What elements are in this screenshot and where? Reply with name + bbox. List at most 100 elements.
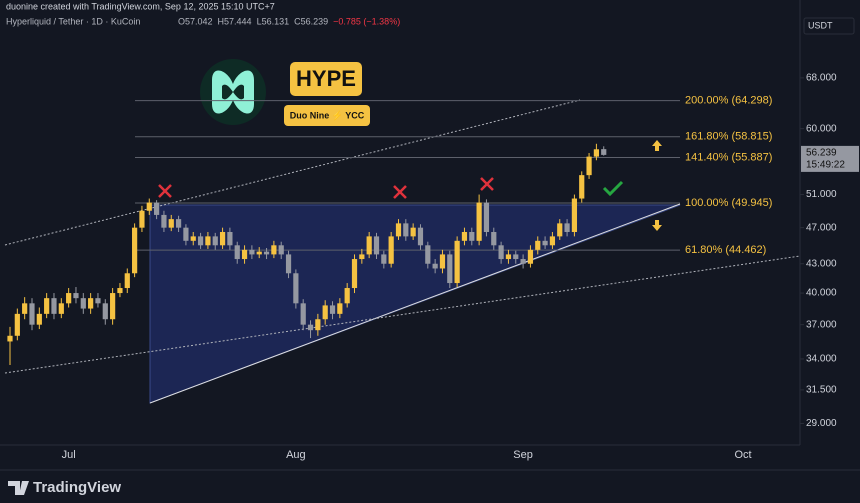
price-box (801, 145, 859, 172)
candle-body (351, 259, 358, 289)
candle-body (542, 240, 548, 246)
candle-body (36, 313, 42, 325)
candle-body (344, 288, 350, 304)
candle-body (322, 305, 328, 320)
candle-body (439, 254, 446, 269)
y-tick-label: 47.000 (806, 222, 837, 233)
y-tick-label: 68.000 (806, 73, 837, 84)
candle-body (117, 288, 123, 294)
y-tick-label: 34.000 (806, 354, 837, 365)
candle-body (263, 251, 270, 255)
candle-body (329, 305, 336, 314)
candle-body (66, 293, 72, 304)
candle-body (285, 254, 292, 274)
candle-body (491, 232, 497, 246)
watermark: TradingView (33, 479, 121, 496)
x-tick-label: Sep (513, 449, 533, 461)
fib-label: 141.40% (55.887) (685, 151, 772, 163)
candle-body (88, 298, 94, 309)
x-tick-label: Oct (734, 449, 751, 461)
y-tick-label: 29.000 (806, 418, 837, 429)
sub-badge: Duo Nine ⚡ YCC (290, 109, 365, 121)
candle-body (256, 251, 262, 255)
candle-body (432, 263, 438, 269)
candle-body (447, 254, 453, 284)
candle-body (549, 236, 556, 246)
credit: duonine created with TradingView.com, Se… (6, 1, 275, 11)
candle-body (564, 223, 570, 233)
candle-body (388, 236, 394, 264)
candle-body (58, 303, 64, 314)
y-tick-label: 31.500 (806, 385, 837, 396)
candle-body (593, 149, 599, 157)
candle-body (80, 298, 86, 309)
candle-body (469, 232, 475, 241)
support-trendline (149, 203, 681, 404)
lower-channel (4, 255, 801, 374)
candle-body (337, 303, 343, 314)
candle-body (403, 223, 409, 237)
candle-body (190, 236, 196, 241)
currency: USDT (808, 20, 833, 30)
down-arrow (652, 220, 662, 231)
footer-logo: TradingView (8, 479, 121, 496)
candle-body (219, 232, 226, 246)
candle-body (417, 227, 424, 246)
candle-body (300, 303, 306, 325)
y-tick-label: 37.000 (806, 319, 837, 330)
badge: HYPE (296, 66, 356, 91)
candle-body (7, 335, 13, 342)
ohlc-legend: −0.785 (−1.38%) (333, 16, 400, 26)
candle-body (95, 298, 101, 304)
candle-body (271, 245, 277, 255)
candle-body (146, 202, 152, 211)
candle-body (586, 156, 592, 176)
candle-body (154, 202, 160, 215)
candle-body (315, 319, 321, 331)
ohlc-legend: H57.444 (218, 16, 252, 26)
candle-body (183, 227, 189, 241)
candle-body (557, 223, 563, 237)
candle-body (168, 219, 174, 228)
fib-label: 161.80% (58.815) (685, 131, 772, 143)
candle-body (293, 273, 299, 304)
candle-body (22, 303, 28, 314)
candle-body (249, 249, 255, 255)
ohlc-legend: C56.239 (294, 16, 328, 26)
fib-label: 200.00% (64.298) (685, 94, 772, 106)
y-tick-label: 43.000 (806, 258, 837, 269)
candle-body (425, 245, 431, 264)
badge-box (290, 62, 362, 96)
candle-body (601, 149, 607, 155)
y-tick-label: 60.000 (806, 123, 837, 134)
candle-body (51, 298, 57, 314)
candle-body (124, 273, 130, 289)
candle-body (175, 219, 182, 228)
candle-body (197, 236, 204, 246)
candle-body (571, 198, 578, 233)
y-tick-label: 51.000 (806, 189, 837, 200)
candle-body (132, 227, 138, 274)
candle-body (278, 245, 284, 255)
candle-body (483, 202, 490, 233)
fib-label: 100.00% (49.945) (685, 197, 772, 209)
symbol: Hyperliquid / Tether · 1D · KuCoin (6, 16, 140, 26)
candle-body (373, 236, 380, 255)
candle-body (513, 254, 519, 260)
candle-body (102, 303, 108, 320)
candle-body (29, 303, 35, 325)
logo-cutout (222, 84, 244, 100)
candle-body (205, 236, 211, 246)
x-tick-label: Aug (286, 449, 306, 461)
candle-body (454, 240, 460, 284)
candle-body (395, 223, 402, 237)
candle-body (381, 254, 387, 264)
candle-body (110, 293, 116, 320)
countdown: 15:49:22 (806, 160, 845, 171)
up-arrow (652, 140, 662, 151)
candle-body (241, 249, 248, 260)
candle-body (307, 324, 314, 331)
x-tick-label: Jul (62, 449, 76, 461)
